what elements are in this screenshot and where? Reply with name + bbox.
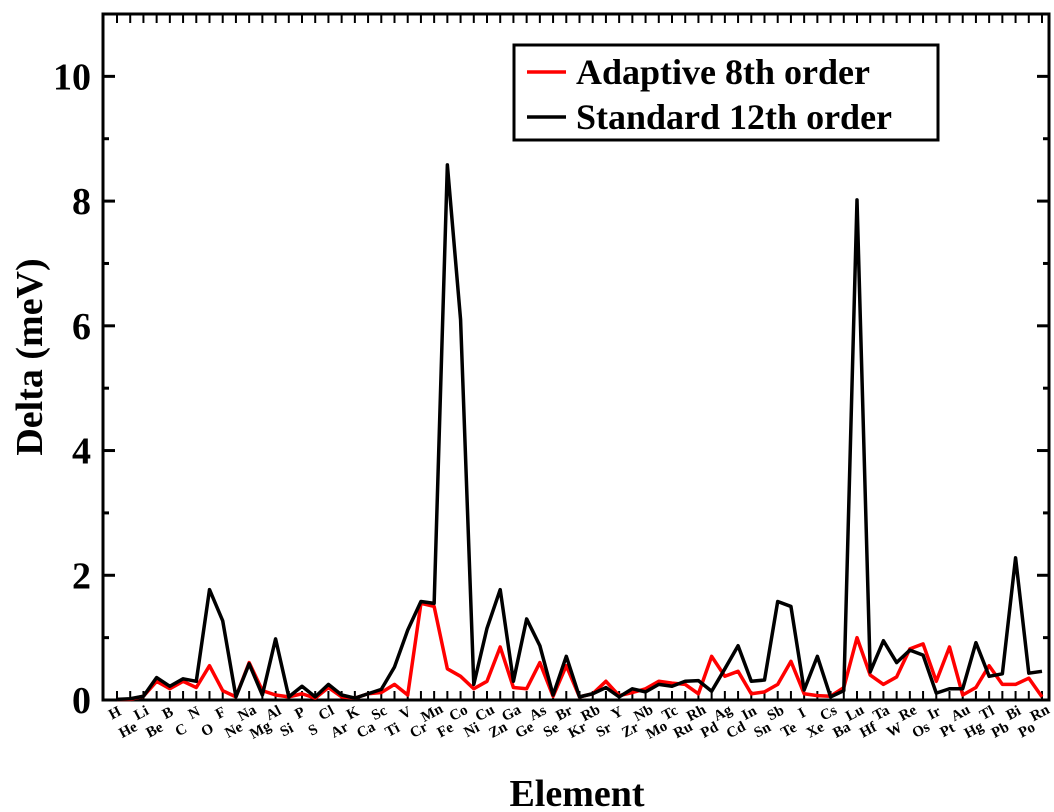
element-label: Rb xyxy=(579,702,603,725)
x-axis-title: Element xyxy=(509,773,644,812)
element-label: Ba xyxy=(830,719,853,742)
element-label: Ag xyxy=(711,702,735,725)
element-label: Sc xyxy=(369,703,390,724)
element-label: F xyxy=(213,704,229,722)
element-label: Xe xyxy=(804,719,827,741)
element-label: Nb xyxy=(631,702,655,725)
element-label: Se xyxy=(541,720,562,741)
element-label: Os xyxy=(910,719,933,741)
element-label: Ca xyxy=(354,719,378,742)
element-label: Pb xyxy=(989,719,1012,741)
y-tick-label: 6 xyxy=(72,306,91,348)
element-label: V xyxy=(397,704,414,723)
element-label: I xyxy=(796,705,809,722)
element-label: He xyxy=(116,719,140,742)
series-line-adaptive xyxy=(117,601,1044,702)
element-label: Cr xyxy=(408,719,431,741)
element-label: Ru xyxy=(671,719,695,742)
element-label: Sb xyxy=(765,702,787,724)
y-tick-label: 4 xyxy=(72,431,91,473)
legend-box xyxy=(512,43,940,142)
element-label: Lu xyxy=(843,702,867,725)
element-label: P xyxy=(292,704,308,722)
element-label: Sr xyxy=(594,720,615,741)
plot-frame xyxy=(101,12,1051,702)
series-lines xyxy=(116,163,1044,702)
x-axis-ticks xyxy=(116,14,1043,700)
element-label: Na xyxy=(235,702,259,725)
element-label: Sn xyxy=(751,719,774,741)
element-label: Br xyxy=(553,702,576,724)
element-label: Cs xyxy=(818,702,840,724)
y-tick-label: 8 xyxy=(72,181,91,223)
element-label: O xyxy=(199,721,217,741)
element-label: Zn xyxy=(486,719,510,742)
element-label: Bi xyxy=(1004,703,1024,724)
element-label: Be xyxy=(144,719,167,741)
series-line-standard xyxy=(116,163,1043,702)
element-label: Ni xyxy=(462,720,483,741)
element-label: Ge xyxy=(513,719,537,742)
element-label: S xyxy=(306,721,321,739)
element-label: Au xyxy=(949,702,973,725)
element-label: B xyxy=(160,704,176,723)
element-label: Li xyxy=(132,703,152,724)
legend-label-adaptive: Adaptive 8th order xyxy=(576,52,870,92)
element-label: Cu xyxy=(473,702,497,725)
element-label: W xyxy=(884,720,905,741)
element-label: Te xyxy=(779,720,800,741)
element-label: Pt xyxy=(938,720,958,741)
element-label: Cl xyxy=(316,703,337,724)
y-tick-label: 2 xyxy=(72,555,91,597)
element-label: Rn xyxy=(1028,702,1053,725)
y-tick-label: 0 xyxy=(72,680,91,722)
element-label: N xyxy=(186,704,203,723)
element-label: Re xyxy=(897,702,920,724)
element-label: C xyxy=(173,721,190,740)
element-label: K xyxy=(344,704,362,724)
legend: Adaptive 8th order Standard 12th order xyxy=(512,43,940,142)
legend-label-standard: Standard 12th order xyxy=(576,97,892,137)
element-label: Ne xyxy=(223,719,246,741)
element-label: H xyxy=(106,704,124,724)
element-label: Ir xyxy=(925,703,944,723)
element-label: Zr xyxy=(619,719,642,741)
element-label: In xyxy=(739,703,760,724)
element-label: Kr xyxy=(566,719,590,742)
element-label: Pd xyxy=(698,719,722,742)
element-label: Tl xyxy=(977,703,997,724)
element-label: Ar xyxy=(328,719,351,741)
element-label: Ti xyxy=(383,720,403,741)
element-label: Tc xyxy=(660,703,681,724)
element-label: Al xyxy=(263,703,284,724)
element-label: Po xyxy=(1016,719,1038,741)
element-label: Co xyxy=(447,702,471,725)
y-axis-title: Delta (meV) xyxy=(9,258,51,455)
element-label: Y xyxy=(609,704,626,723)
x-axis-element-labels: HHeLiBeBCNOFNeNaMgAlSiPSClArKCaScTiVCrMn… xyxy=(106,701,1053,743)
element-label: Si xyxy=(278,720,297,740)
element-label: Fe xyxy=(435,720,457,742)
element-label: Ta xyxy=(871,702,893,724)
y-tick-label: 10 xyxy=(53,56,91,98)
element-label: Hf xyxy=(857,719,880,741)
element-label: As xyxy=(527,702,549,724)
y-axis-ticks: 0 2 4 6 8 10 xyxy=(53,56,1049,722)
